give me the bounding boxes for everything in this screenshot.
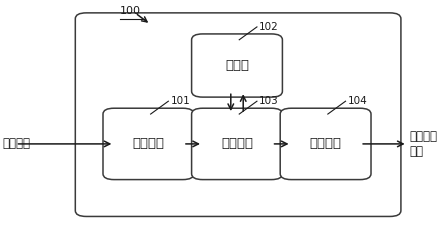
- Text: 104: 104: [348, 96, 368, 106]
- FancyBboxPatch shape: [191, 108, 282, 180]
- FancyBboxPatch shape: [75, 13, 401, 216]
- Text: 100: 100: [120, 6, 140, 16]
- FancyBboxPatch shape: [191, 34, 282, 97]
- FancyBboxPatch shape: [280, 108, 371, 180]
- Text: 渲染电路: 渲染电路: [132, 137, 164, 150]
- Text: 存储器: 存储器: [225, 59, 249, 72]
- Text: 显示数据: 显示数据: [2, 137, 30, 150]
- Text: 驱动电路: 驱动电路: [310, 137, 342, 150]
- Text: 驱动控制
信号: 驱动控制 信号: [410, 130, 438, 158]
- Text: 103: 103: [259, 96, 279, 106]
- FancyBboxPatch shape: [103, 108, 194, 180]
- Text: 101: 101: [171, 96, 190, 106]
- Text: 补偿电路: 补偿电路: [221, 137, 253, 150]
- Text: 102: 102: [259, 22, 279, 32]
